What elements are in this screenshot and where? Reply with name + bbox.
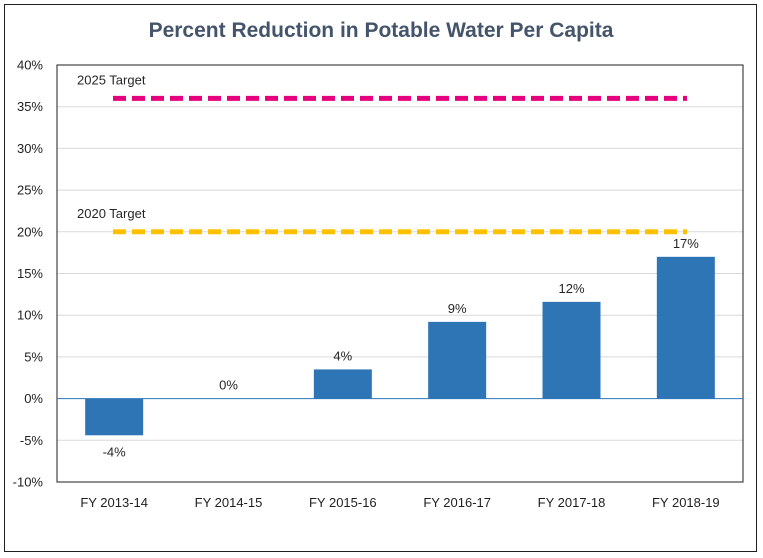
y-tick-label: 5% bbox=[24, 349, 43, 364]
data-label: -4% bbox=[103, 444, 127, 459]
data-labels: -4% 0% 4% 9% 12% 17% bbox=[103, 236, 700, 459]
y-tick-label: 40% bbox=[17, 58, 43, 73]
x-tick-label: FY 2017-18 bbox=[538, 495, 606, 510]
y-axis: -10% -5% 0% 5% 10% 15% 20% 25% 30% 35% 40% bbox=[13, 58, 44, 490]
x-tick-label: FY 2015-16 bbox=[309, 495, 377, 510]
y-tick-label: 30% bbox=[17, 141, 43, 156]
y-tick-label: -5% bbox=[20, 433, 44, 448]
gridlines bbox=[57, 106, 743, 441]
y-tick-label: 20% bbox=[17, 224, 43, 239]
chart-frame bbox=[4, 4, 757, 552]
bar bbox=[542, 301, 601, 399]
data-label: 4% bbox=[333, 348, 352, 363]
x-axis: FY 2013-14 FY 2014-15 FY 2015-16 FY 2016-17… bbox=[80, 495, 719, 510]
y-tick-label: 25% bbox=[17, 183, 43, 198]
data-label: 12% bbox=[558, 281, 584, 296]
bar bbox=[313, 369, 372, 399]
y-tick-label: 0% bbox=[24, 391, 43, 406]
chart-title: Percent Reduction in Potable Water Per C… bbox=[149, 19, 614, 42]
y-tick-label: 10% bbox=[17, 308, 43, 323]
bar bbox=[428, 321, 487, 399]
data-label: 17% bbox=[673, 236, 699, 251]
x-tick-label: FY 2016-17 bbox=[423, 495, 491, 510]
x-tick-label: FY 2018-19 bbox=[652, 495, 720, 510]
x-tick-label: FY 2014-15 bbox=[195, 495, 263, 510]
target-lines: 2025 Target 2020 Target bbox=[77, 72, 687, 235]
plot-area bbox=[56, 64, 744, 483]
target-label: 2025 Target bbox=[77, 72, 146, 87]
target-label: 2020 Target bbox=[77, 206, 146, 221]
y-tick-label: 15% bbox=[17, 266, 43, 281]
data-label: 0% bbox=[219, 378, 238, 393]
bar bbox=[656, 256, 715, 399]
y-tick-label: 35% bbox=[17, 99, 43, 114]
data-label: 9% bbox=[448, 301, 467, 316]
bars bbox=[85, 256, 715, 436]
bar bbox=[85, 398, 144, 436]
x-tick-label: FY 2013-14 bbox=[80, 495, 148, 510]
y-tick-label: -10% bbox=[13, 475, 44, 490]
